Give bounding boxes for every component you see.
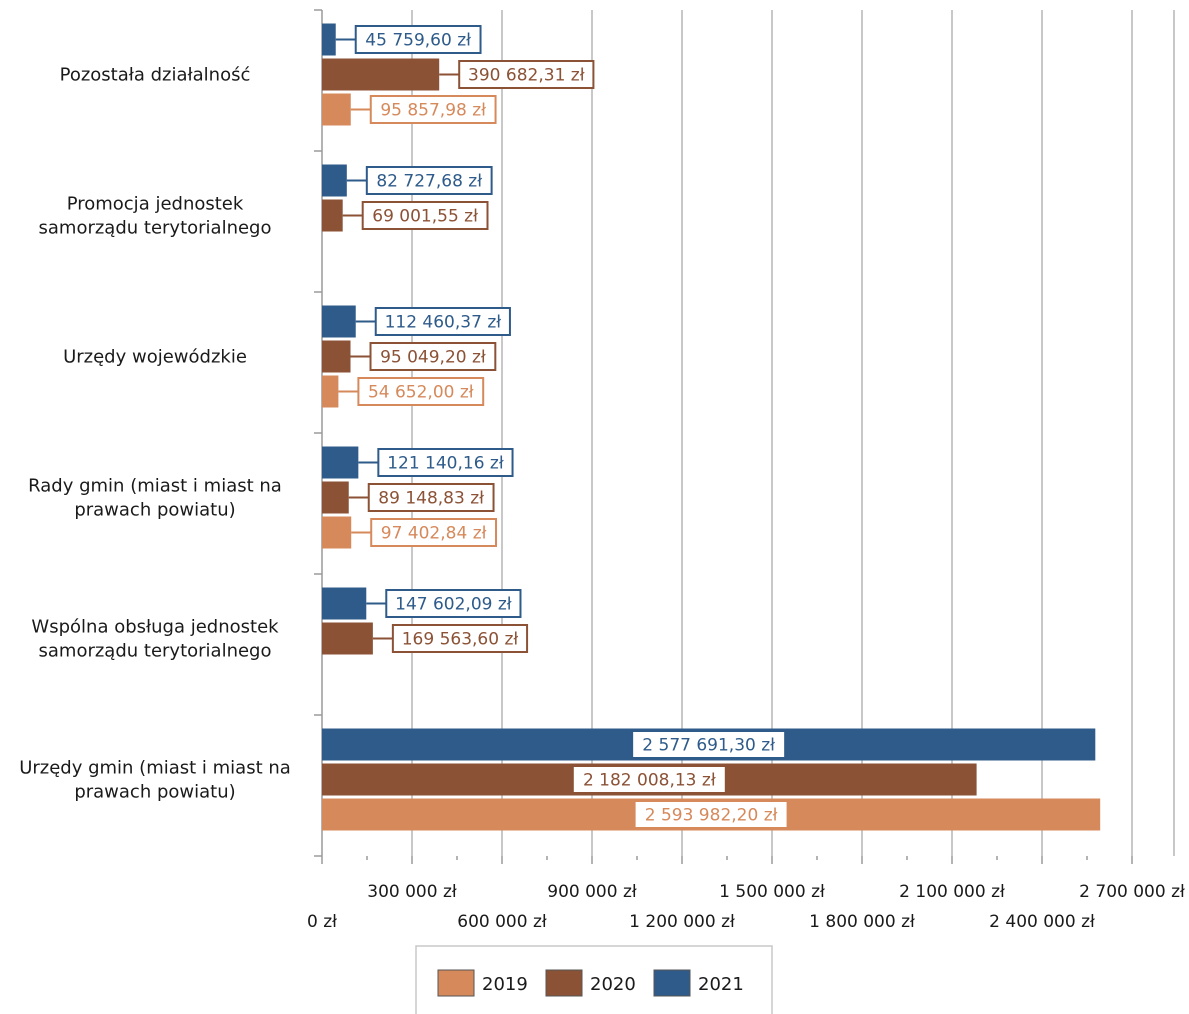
bar <box>322 587 367 620</box>
data-label-box <box>367 483 495 512</box>
data-labels: 45 759,60 zł 390 682,31 zł 95 857,98 zł 82 … <box>335 25 789 829</box>
legend-label: 2019 <box>482 974 528 995</box>
data-label-box <box>571 765 727 794</box>
bar <box>322 375 339 408</box>
data-label-box <box>365 166 493 195</box>
data-label: 147 602,09 zł <box>395 595 512 615</box>
axes <box>314 9 1133 864</box>
data-label-box <box>377 448 514 477</box>
bar <box>322 93 351 126</box>
data-label-box <box>391 624 529 653</box>
bar <box>322 340 351 373</box>
bar <box>322 481 349 514</box>
data-label: 2 577 691,30 zł <box>642 736 775 756</box>
bar <box>322 516 352 549</box>
data-label-box <box>369 95 497 124</box>
category-label: samorządu terytorialnego <box>39 218 272 239</box>
data-label-box <box>458 60 595 89</box>
bar <box>322 446 359 479</box>
data-label-box <box>374 307 511 336</box>
x-tick-label: 2 400 000 zł <box>989 912 1095 932</box>
bar <box>322 164 347 197</box>
category-label: Urzędy wojewódzkie <box>63 347 247 368</box>
category-label: prawach powiatu) <box>74 782 235 803</box>
data-label: 45 759,60 zł <box>365 31 471 51</box>
x-tick-label: 1 500 000 zł <box>719 882 825 902</box>
data-label: 112 460,37 zł <box>385 313 502 333</box>
legend-swatch <box>437 969 475 997</box>
data-label: 69 001,55 zł <box>372 207 478 227</box>
data-label-box <box>370 518 498 547</box>
data-label: 2 182 008,13 zł <box>583 771 716 791</box>
bars <box>322 23 1101 831</box>
bar <box>322 58 440 91</box>
legend-swatch <box>653 969 691 997</box>
data-label: 2 593 982,20 zł <box>645 806 778 826</box>
data-label: 97 402,84 zł <box>381 524 487 544</box>
legend-label: 2020 <box>590 974 636 995</box>
x-tick-label: 1 200 000 zł <box>629 912 735 932</box>
legend: 2019 2020 2021 <box>415 945 773 1014</box>
bar <box>322 23 336 56</box>
data-label-box <box>354 25 482 54</box>
x-tick-label: 900 000 zł <box>547 882 637 902</box>
legend-label: 2021 <box>698 974 744 995</box>
x-tick-label: 2 100 000 zł <box>899 882 1005 902</box>
legend-box <box>415 945 773 1014</box>
data-label: 95 857,98 zł <box>380 101 486 121</box>
bar <box>322 199 343 232</box>
data-label: 95 049,20 zł <box>380 348 486 368</box>
gridlines <box>411 10 1175 856</box>
category-label: Rady gmin (miast i miast na <box>28 476 282 497</box>
x-tick-label: 1 800 000 zł <box>809 912 915 932</box>
data-label-box <box>369 342 497 371</box>
data-label: 82 727,68 zł <box>376 172 482 192</box>
data-label: 89 148,83 zł <box>378 489 484 509</box>
data-label: 54 652,00 zł <box>368 383 474 403</box>
x-tick-label: 2 700 000 zł <box>1079 882 1185 902</box>
category-labels: Pozostała działalność Promocja jednostek s… <box>19 65 291 803</box>
x-tick-label: 0 zł <box>307 912 337 932</box>
category-label: Urzędy gmin (miast i miast na <box>19 758 291 779</box>
category-label: Wspólna obsługa jednostek <box>31 617 279 638</box>
category-label: prawach powiatu) <box>74 500 235 521</box>
x-tick-label: 600 000 zł <box>457 912 547 932</box>
data-label-box <box>631 730 787 759</box>
category-label: Promocja jednostek <box>67 194 244 215</box>
category-label: Pozostała działalność <box>60 65 251 86</box>
category-label: samorządu terytorialnego <box>39 641 272 662</box>
bar <box>322 305 356 338</box>
data-label-box <box>357 377 485 406</box>
data-label: 169 563,60 zł <box>402 630 519 650</box>
data-label-box <box>361 201 489 230</box>
legend-swatch <box>545 969 583 997</box>
bar <box>322 622 373 655</box>
data-label: 390 682,31 zł <box>468 66 585 86</box>
data-label: 121 140,16 zł <box>387 454 504 474</box>
x-tick-label: 300 000 zł <box>367 882 457 902</box>
data-label-box <box>633 800 789 829</box>
data-label-box <box>385 589 522 618</box>
